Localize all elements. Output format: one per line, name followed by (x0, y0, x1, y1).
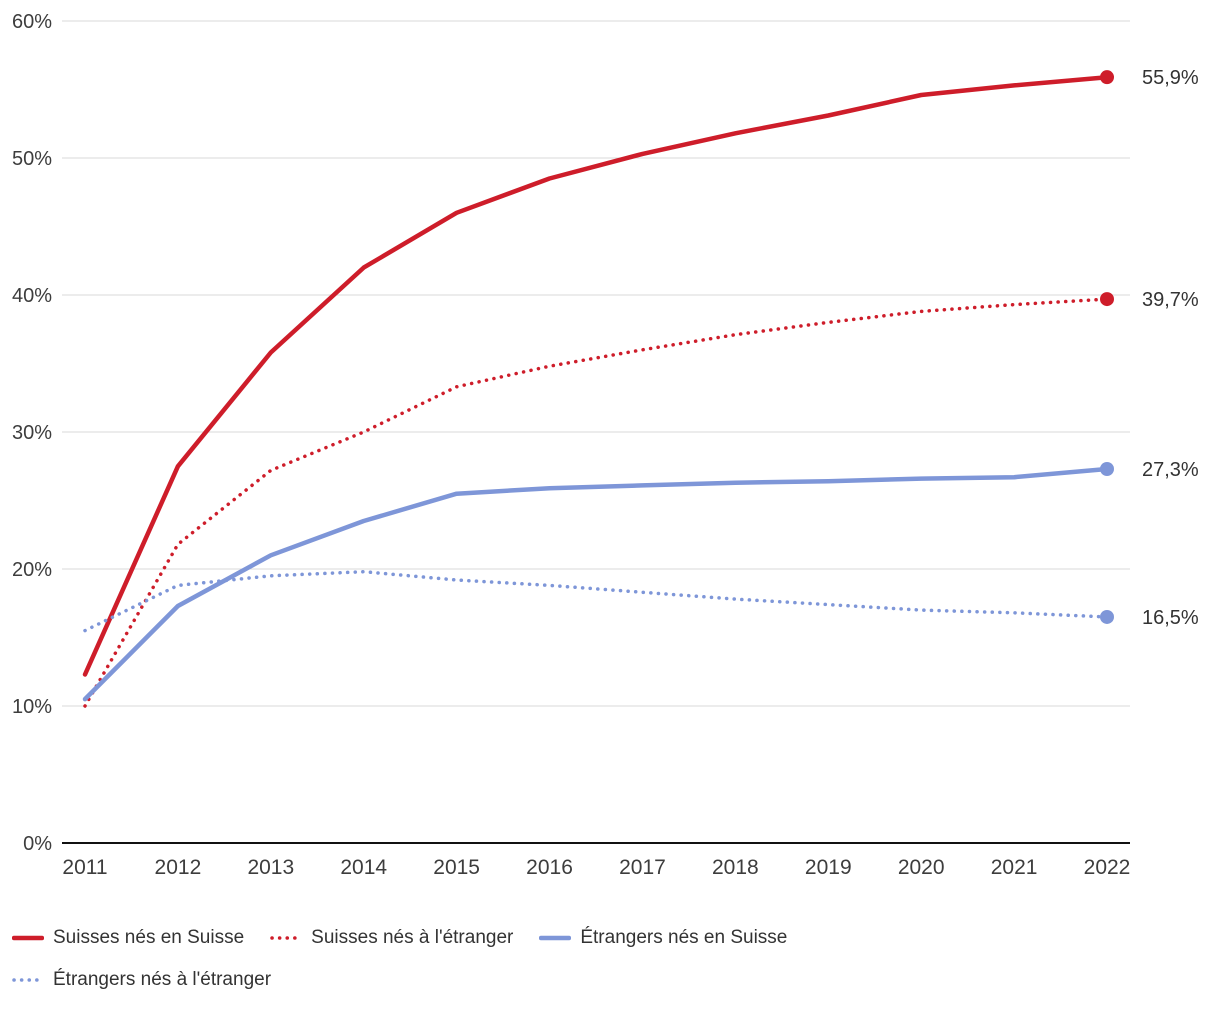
x-tick-label: 2019 (805, 856, 852, 879)
x-tick-label: 2021 (991, 856, 1038, 879)
series-end-label-etrangers-nes-a-letranger: 16,5% (1142, 607, 1199, 629)
y-tick-label: 30% (12, 422, 52, 444)
x-tick-label: 2011 (62, 856, 107, 879)
line-chart: 0% 10% 20% 30% 40% 50% 60% 2011 2012 2013 2014 2015… (12, 11, 1199, 879)
legend-label: Suisses nés à l'étranger (311, 927, 514, 948)
series-endpoint-suisses-nes-a-letranger (1100, 292, 1114, 307)
x-tick-label: 2018 (712, 856, 759, 879)
legend-line-sample-dotted-icon (12, 978, 44, 982)
legend-line-sample-solid-icon (539, 935, 572, 941)
series-endpoint-suisses-nes-en-suisse (1100, 70, 1114, 85)
legend-line-sample-solid-icon (12, 935, 44, 941)
y-tick-label: 40% (12, 285, 52, 307)
y-tick-label: 50% (12, 148, 52, 170)
x-tick-label: 2016 (526, 856, 573, 879)
legend-item-suisses-nes-a-letranger: Suisses nés à l'étranger (270, 927, 513, 949)
y-tick-label: 20% (12, 559, 52, 581)
legend-label: Étrangers nés à l'étranger (53, 969, 272, 990)
chart-legend: Suisses nés en Suisse Suisses nés à l'étr… (0, 901, 972, 991)
series-endpoint-etrangers-nes-en-suisse (1100, 461, 1114, 476)
x-tick-label: 2022 (1084, 856, 1131, 879)
x-tick-label: 2017 (619, 856, 666, 879)
series-line-etrangers-nes-a-letranger (83, 569, 1109, 633)
y-tick-label: 60% (12, 11, 52, 33)
legend-line-sample-dotted-icon (270, 936, 302, 940)
series-end-label-suisses-nes-en-suisse: 55,9% (1142, 67, 1199, 89)
x-tick-label: 2013 (247, 856, 294, 879)
legend-label: Étrangers nés en Suisse (580, 927, 788, 948)
series-end-label-etrangers-nes-en-suisse: 27,3% (1142, 459, 1199, 481)
legend-item-suisses-nes-en-suisse: Suisses nés en Suisse (12, 927, 244, 949)
y-tick-label: 0% (23, 833, 52, 855)
x-tick-label: 2015 (433, 856, 480, 879)
series-line-suisses-nes-a-letranger (83, 297, 1109, 708)
series-endpoint-etrangers-nes-a-letranger (1100, 609, 1114, 624)
x-tick-label: 2020 (898, 856, 945, 879)
legend-label: Suisses nés en Suisse (53, 927, 245, 948)
x-tick-label: 2012 (155, 856, 202, 879)
x-tick-label: 2014 (340, 856, 387, 879)
series-line-etrangers-nes-en-suisse (82, 466, 1110, 702)
series-end-label-suisses-nes-a-letranger: 39,7% (1142, 289, 1199, 311)
legend-item-etrangers-nes-en-suisse: Étrangers nés en Suisse (539, 927, 787, 949)
series-line-suisses-nes-en-suisse (82, 74, 1110, 677)
legend-item-etrangers-nes-a-letranger: Étrangers nés à l'étranger (12, 969, 271, 991)
y-tick-label: 10% (12, 696, 52, 718)
